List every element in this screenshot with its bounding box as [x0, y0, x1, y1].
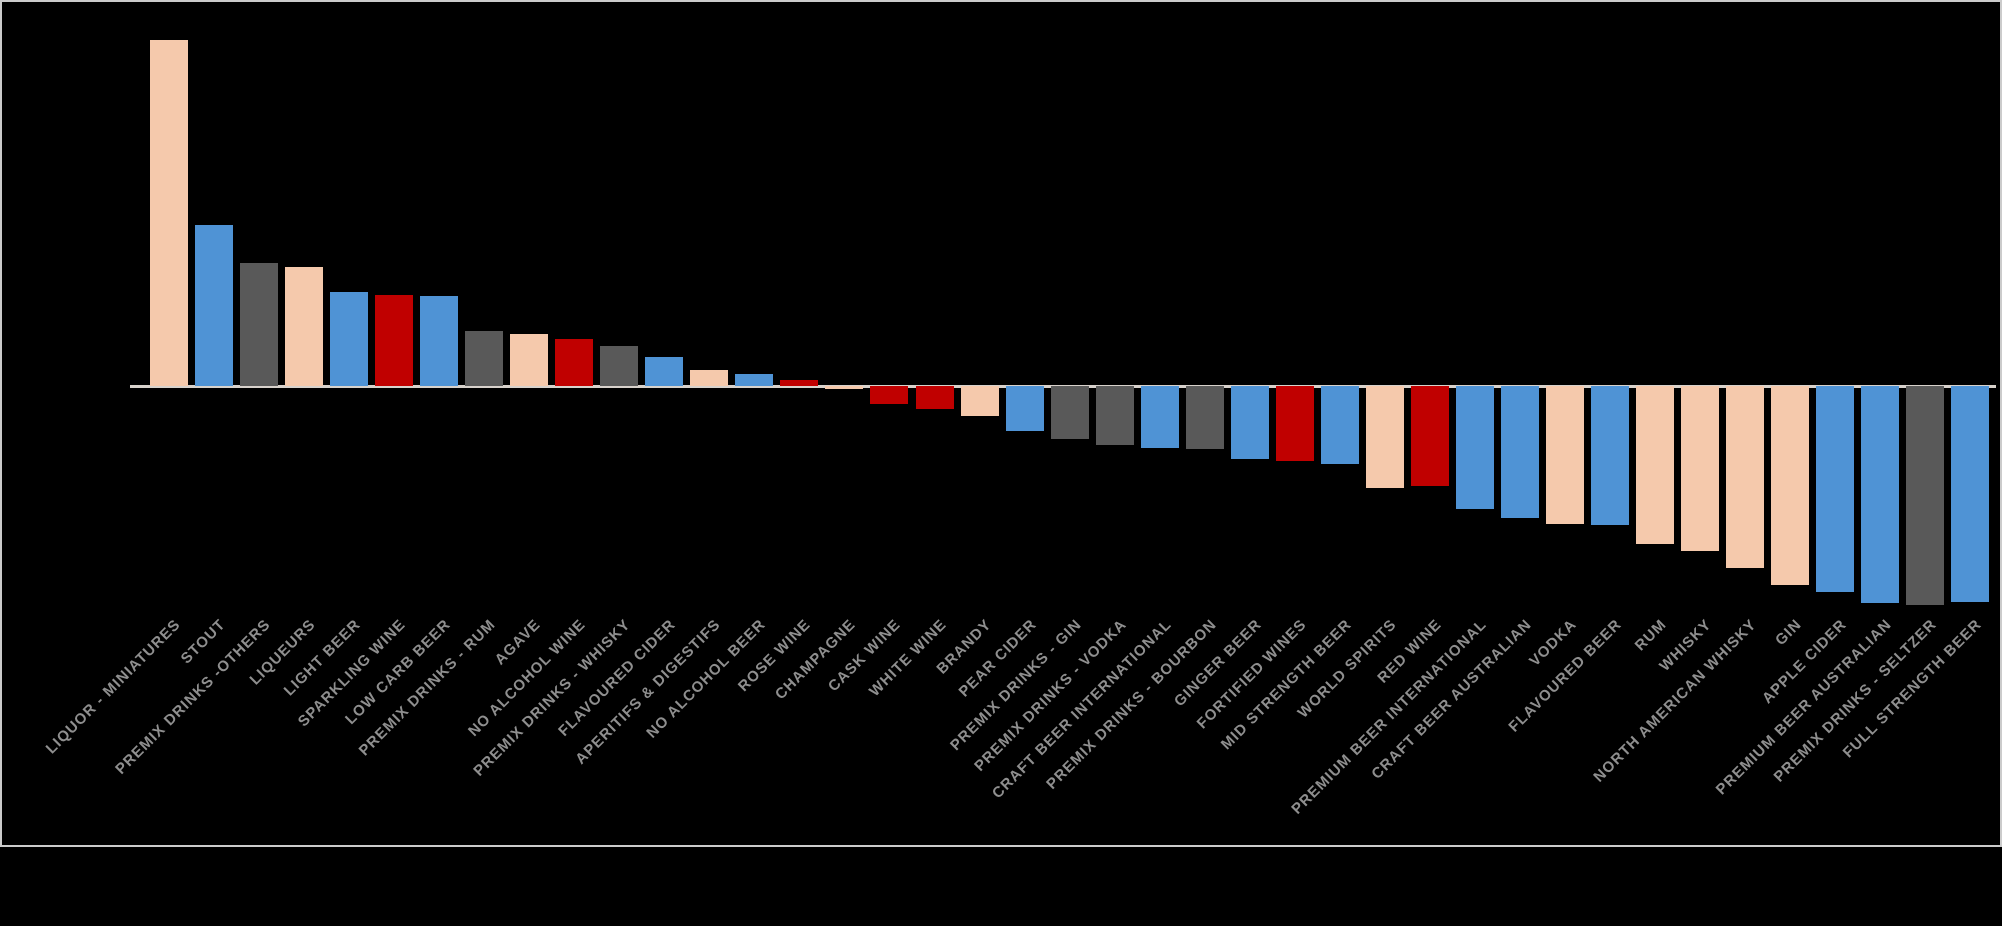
bar-premium-beer-international[interactable]	[1455, 386, 1494, 509]
bar-no-alcohol-wine[interactable]	[555, 339, 594, 386]
bar-champagne[interactable]	[825, 386, 864, 389]
bar-white-wine[interactable]	[915, 386, 954, 409]
bar-full-strength-beer[interactable]	[1951, 386, 1990, 602]
bar-fortified-wines[interactable]	[1275, 386, 1314, 461]
bar-premix-drinks-gin[interactable]	[1050, 386, 1089, 439]
bar-low-carb-beer[interactable]	[420, 296, 459, 386]
bar-premix-drinks-bourbon[interactable]	[1185, 386, 1224, 449]
bar-cask-wine[interactable]	[870, 386, 909, 404]
bar-rose-wine[interactable]	[780, 380, 819, 386]
bar-liquor-miniatures[interactable]	[150, 40, 188, 386]
bar-ginger-beer[interactable]	[1230, 386, 1269, 459]
bar-mid-strength-beer[interactable]	[1320, 386, 1359, 464]
chart-canvas: LIQUOR - MINIATURES STOUT PREMIX DRINKS -O…	[0, 0, 2002, 847]
bar-premix-drinks-whisky[interactable]	[600, 346, 639, 386]
bar-premix-drinks-seltzer[interactable]	[1906, 386, 1945, 605]
bar-flavoured-cider[interactable]	[645, 357, 684, 386]
bar-agave[interactable]	[510, 334, 549, 386]
bar-red-wine[interactable]	[1410, 386, 1449, 486]
bar-no-alcohol-beer[interactable]	[735, 374, 774, 386]
bar-premium-beer-australian[interactable]	[1861, 386, 1900, 603]
bar-flavoured-beer[interactable]	[1590, 386, 1629, 525]
bar-gin[interactable]	[1771, 386, 1810, 585]
bar-premix-drinks-vodka[interactable]	[1095, 386, 1134, 445]
bar-craft-beer-australian[interactable]	[1500, 386, 1539, 518]
bar-premix-drinks-others[interactable]	[240, 263, 279, 386]
bar-whisky[interactable]	[1681, 386, 1720, 551]
bar-north-american-whisky[interactable]	[1726, 386, 1765, 568]
bar-world-spirits[interactable]	[1365, 386, 1404, 488]
bar-pear-cider[interactable]	[1005, 386, 1044, 431]
bar-stout[interactable]	[195, 225, 234, 386]
bar-premix-drinks-rum[interactable]	[465, 331, 504, 386]
bar-sparkling-wine[interactable]	[375, 295, 414, 386]
bar-rum[interactable]	[1635, 386, 1674, 544]
bar-liqueurs[interactable]	[285, 267, 324, 386]
bar-light-beer[interactable]	[330, 292, 369, 386]
bar-brandy[interactable]	[960, 386, 999, 416]
bar-vodka[interactable]	[1545, 386, 1584, 524]
bar-craft-beer-international[interactable]	[1140, 386, 1179, 448]
bar-apple-cider[interactable]	[1816, 386, 1855, 592]
bar-chart-plot-area: LIQUOR - MINIATURES STOUT PREMIX DRINKS -O…	[2, 2, 2000, 845]
bar-aperitifs-digestifs[interactable]	[690, 370, 729, 386]
